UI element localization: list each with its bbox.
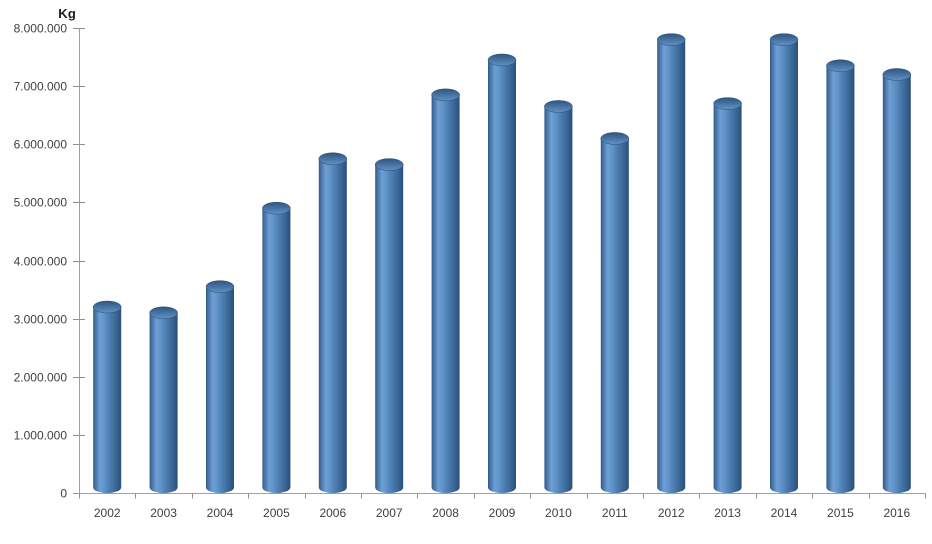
x-tick-label: 2005	[263, 506, 290, 520]
bar-top-cap	[600, 132, 630, 145]
x-tick-label: 2011	[602, 506, 628, 520]
bar-2012	[656, 33, 686, 493]
bar-body	[600, 138, 629, 488]
bar-top-cap	[713, 97, 742, 110]
bar-bottom-cap	[770, 482, 798, 493]
bar-top-cap	[92, 300, 122, 314]
y-tick-label: 6.000.000	[14, 138, 68, 152]
x-tick-label: 2006	[319, 506, 346, 520]
bar-bottom-cap	[713, 482, 742, 493]
bar-bottom-cap	[600, 482, 629, 493]
bar-bottom-cap	[882, 482, 911, 493]
bar-2015	[826, 59, 855, 493]
bar-2004	[205, 280, 235, 493]
bar-2016	[882, 68, 912, 493]
bar-body	[149, 312, 178, 488]
bar-top-cap	[769, 33, 799, 46]
bar-bottom-cap	[318, 482, 347, 493]
bar-body	[826, 65, 855, 488]
x-tick-label: 2003	[150, 506, 177, 520]
bar-2014	[769, 33, 799, 493]
bar-body	[262, 208, 291, 488]
x-tick-label: 2016	[883, 506, 910, 520]
x-tick-label: 2009	[489, 506, 516, 520]
bar-bottom-cap	[657, 482, 686, 493]
bar-body	[488, 59, 516, 488]
bar-body	[206, 286, 234, 488]
bar-top-cap	[826, 59, 855, 73]
bar-top-cap	[882, 68, 912, 81]
x-tick-label: 2002	[94, 506, 121, 520]
bar-bottom-cap	[375, 482, 404, 493]
bar-2006	[318, 152, 348, 493]
y-tick-label: 2.000.000	[14, 371, 68, 385]
y-tick-label: 4.000.000	[14, 255, 68, 269]
bar-body	[770, 39, 798, 488]
x-tick-label: 2013	[714, 506, 741, 520]
bar-top-cap	[431, 88, 460, 102]
bar-bottom-cap	[206, 482, 234, 493]
y-tick-label: 0	[60, 487, 67, 501]
bar-bottom-cap	[431, 482, 460, 493]
bar-bottom-cap	[262, 482, 291, 493]
bar-top-cap	[205, 280, 235, 293]
bar-bottom-cap	[826, 482, 855, 493]
y-tick-label: 7.000.000	[14, 80, 68, 94]
bar-top-cap	[149, 306, 178, 320]
bar-bottom-cap	[149, 482, 178, 493]
x-tick-label: 2010	[545, 506, 572, 520]
y-tick-label: 3.000.000	[14, 313, 68, 327]
bar-2007	[374, 158, 404, 493]
x-tick-label: 2008	[432, 506, 459, 520]
y-axis-unit-label: Kg	[58, 6, 76, 21]
bar-bottom-cap	[488, 482, 516, 493]
bar-body	[93, 307, 122, 488]
bar-top-cap	[262, 201, 291, 215]
bar-2005	[262, 201, 291, 493]
x-tick-label: 2007	[376, 506, 403, 520]
bar-2009	[487, 53, 517, 493]
bar-body	[713, 103, 742, 488]
bar-body	[318, 158, 347, 488]
bar-2011	[600, 132, 630, 493]
bar-2013	[713, 97, 742, 493]
x-tick-label: 2004	[207, 506, 234, 520]
bar-body	[375, 164, 404, 488]
bar-bottom-cap	[93, 482, 122, 493]
y-tick-label: 1.000.000	[14, 429, 68, 443]
bar-2003	[149, 306, 178, 493]
bar-2002	[92, 300, 122, 493]
x-tick-label: 2012	[658, 506, 685, 520]
bar-2010	[544, 100, 573, 493]
x-tick-label: 2014	[771, 506, 798, 520]
x-tick-label: 2015	[827, 506, 854, 520]
bar-top-cap	[544, 100, 573, 113]
bar-body	[544, 106, 573, 488]
bar-2008	[431, 88, 460, 493]
bar-body	[882, 74, 911, 488]
bar-body	[657, 39, 686, 488]
bar-body	[431, 94, 460, 488]
y-tick-label: 8.000.000	[14, 22, 68, 36]
bar-top-cap	[487, 53, 517, 67]
y-tick-label: 5.000.000	[14, 196, 68, 210]
bar-top-cap	[374, 158, 404, 171]
bar-bottom-cap	[544, 482, 573, 493]
bar-top-cap	[318, 152, 348, 166]
bar-top-cap	[656, 33, 686, 46]
